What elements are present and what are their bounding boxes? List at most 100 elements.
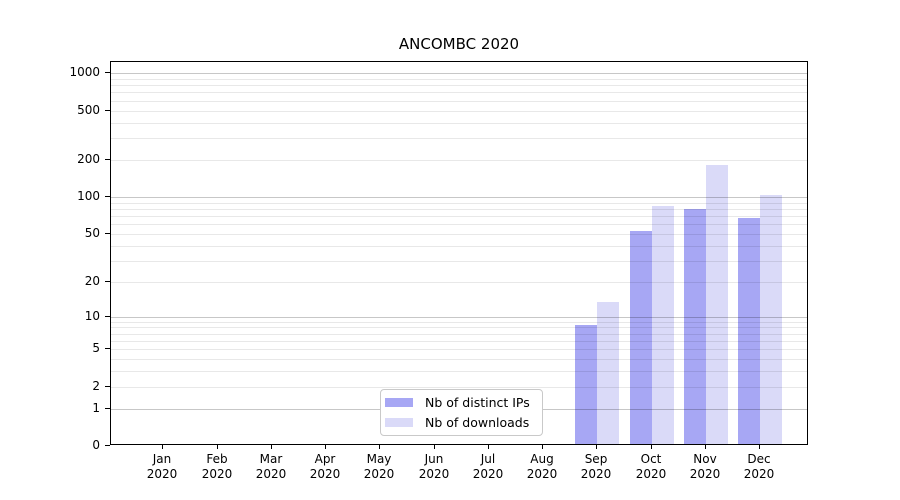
x-tick-label: Feb 2020	[187, 452, 247, 482]
gridline-minor	[111, 282, 807, 283]
x-tick-year: 2020	[580, 467, 612, 481]
y-tick-label: 500	[77, 103, 100, 117]
y-tick-label: 5	[92, 341, 100, 355]
y-tick-label: 100	[77, 189, 100, 203]
bar-oct-distinct-ips	[630, 231, 652, 444]
bar-nov-distinct-ips	[684, 209, 706, 444]
x-tick-mark	[542, 445, 543, 449]
gridline-minor	[111, 234, 807, 235]
x-tick-mark	[759, 445, 760, 449]
x-tick-mark	[705, 445, 706, 449]
y-tick-label: 50	[84, 226, 100, 240]
x-tick-mark	[651, 445, 652, 449]
x-tick-mark	[596, 445, 597, 449]
x-tick-year: 2020	[363, 467, 395, 481]
legend-swatch-downloads	[385, 418, 413, 427]
chart-title: ANCOMBC 2020	[398, 35, 520, 53]
gridline-minor	[111, 334, 807, 335]
legend: Nb of distinct IPs Nb of downloads	[380, 389, 543, 436]
legend-swatch-distinct-ips	[385, 398, 413, 407]
x-tick-month: Jun	[424, 452, 444, 466]
gridline-minor	[111, 123, 807, 124]
x-tick-month: Sep	[584, 452, 608, 466]
legend-item-distinct-ips: Nb of distinct IPs	[385, 393, 536, 412]
legend-item-downloads: Nb of downloads	[385, 413, 536, 432]
x-tick-month: Jul	[480, 452, 496, 466]
y-tick-label: 10	[84, 309, 100, 323]
plot-area: Nb of distinct IPs Nb of downloads	[110, 61, 808, 445]
y-tick-label: 2	[92, 379, 100, 393]
gridline-minor	[111, 371, 807, 372]
y-tick-label: 1000	[69, 65, 100, 79]
x-tick-month: Nov	[693, 452, 717, 466]
x-tick-label: Mar 2020	[241, 452, 301, 482]
gridline-minor	[111, 85, 807, 86]
x-tick-label: Oct 2020	[621, 452, 681, 482]
x-tick-label: Aug 2020	[512, 452, 572, 482]
legend-label-distinct-ips: Nb of distinct IPs	[425, 395, 530, 410]
x-tick-label: Sep 2020	[566, 452, 626, 482]
gridline-minor	[111, 246, 807, 247]
y-tick-mark	[105, 445, 110, 446]
x-tick-label: Apr 2020	[295, 452, 355, 482]
x-tick-year: 2020	[743, 467, 775, 481]
gridline-minor	[111, 327, 807, 328]
x-tick-year: 2020	[201, 467, 233, 481]
x-tick-year: 2020	[255, 467, 287, 481]
x-tick-year: 2020	[472, 467, 504, 481]
x-tick-year: 2020	[526, 467, 558, 481]
x-tick-label: May 2020	[349, 452, 409, 482]
x-tick-year: 2020	[689, 467, 721, 481]
gridline-minor	[111, 261, 807, 262]
gridline-minor	[111, 359, 807, 360]
x-tick-month: Dec	[747, 452, 771, 466]
y-tick-label: 1	[92, 401, 100, 415]
bar-sep-distinct-ips	[575, 325, 597, 444]
gridline-minor	[111, 387, 807, 388]
gridline-minor	[111, 322, 807, 323]
gridline-minor	[111, 101, 807, 102]
x-tick-month: May	[366, 452, 392, 466]
legend-label-downloads: Nb of downloads	[425, 415, 530, 430]
x-tick-year: 2020	[309, 467, 341, 481]
x-tick-mark	[325, 445, 326, 449]
gridline-minor	[111, 216, 807, 217]
bar-nov-downloads	[706, 165, 728, 444]
gridline-minor	[111, 79, 807, 80]
gridline-minor	[111, 349, 807, 350]
gridline-minor	[111, 160, 807, 161]
x-tick-label: Jun 2020	[404, 452, 464, 482]
bar-dec-distinct-ips	[738, 218, 760, 444]
gridline-minor	[111, 224, 807, 225]
y-tick-label: 200	[77, 152, 100, 166]
gridline-minor	[111, 203, 807, 204]
x-tick-mark	[217, 445, 218, 449]
gridline-minor	[111, 341, 807, 342]
gridline-minor	[111, 111, 807, 112]
gridline-major	[111, 73, 807, 74]
x-tick-label: Jul 2020	[458, 452, 518, 482]
gridline-major	[111, 317, 807, 318]
gridline-major	[111, 197, 807, 198]
bar-sep-downloads	[597, 302, 619, 444]
x-tick-year: 2020	[146, 467, 178, 481]
x-tick-mark	[271, 445, 272, 449]
gridline-minor	[111, 138, 807, 139]
bar-oct-downloads	[652, 206, 674, 444]
x-tick-year: 2020	[418, 467, 450, 481]
x-tick-month: Feb	[206, 452, 228, 466]
y-tick-label: 20	[84, 274, 100, 288]
x-tick-month: Jan	[152, 452, 172, 466]
y-tick-label: 0	[92, 438, 100, 452]
x-tick-month: Aug	[530, 452, 554, 466]
x-tick-year: 2020	[635, 467, 667, 481]
bar-dec-downloads	[760, 195, 782, 444]
gridline-minor	[111, 92, 807, 93]
x-tick-label: Nov 2020	[675, 452, 735, 482]
gridline-minor	[111, 209, 807, 210]
x-tick-mark	[162, 445, 163, 449]
x-tick-month: Oct	[640, 452, 662, 466]
x-tick-month: Mar	[259, 452, 283, 466]
x-tick-mark	[488, 445, 489, 449]
